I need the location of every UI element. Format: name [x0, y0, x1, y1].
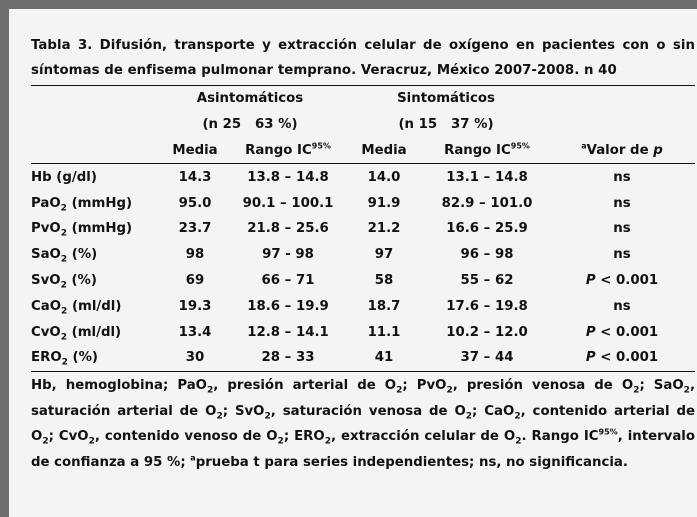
cell-rango-sintomaticos: 13.1 – 14.8 [446, 169, 528, 185]
cell-media-sintomaticos: 21.2 [367, 221, 401, 237]
cell-media-sintomaticos: 58 [374, 272, 394, 288]
cell-rango-asintomaticos: 66 – 71 [261, 272, 315, 288]
table-row: SvO2 (%) 69 66 – 71 58 55 – 62 P < 0.001 [31, 268, 695, 294]
group-asintomaticos: Asintomáticos [157, 84, 343, 112]
cell-media-sintomaticos: 97 [374, 247, 394, 263]
cell-rango-asintomaticos: 97 - 98 [262, 247, 314, 263]
cell-p-value: ns [613, 195, 631, 211]
cell-p-value: ns [613, 221, 631, 237]
row-label: ERO2 (%) [31, 344, 157, 372]
table-caption: Tabla 3. Difusión, transporte y extracci… [31, 38, 695, 78]
cell-rango-sintomaticos: 17.6 – 19.8 [446, 298, 528, 314]
cell-rango-asintomaticos: 12.8 – 14.1 [247, 324, 329, 340]
column-header-row: Media Rango IC95% Media Rango IC95% aVal… [31, 137, 695, 165]
table-row: CvO2 (ml/dl) 13.4 12.8 – 14.1 11.1 10.2 – 12… [31, 319, 695, 345]
table-row: PaO2 (mmHg) 95.0 90.1 – 100.1 91.9 82.9 – 10… [31, 190, 695, 216]
cell-media-asintomaticos: 95.0 [178, 195, 212, 211]
cell-media-sintomaticos: 91.9 [367, 195, 401, 211]
col-p-value: aValor de p [549, 137, 695, 165]
table-row: PvO2 (mmHg) 23.7 21.8 – 25.6 21.2 16.6 – 25.… [31, 216, 695, 242]
group-asintomaticos-count: (n 25 63 %) [202, 117, 298, 133]
row-label: PvO2 (mmHg) [31, 221, 133, 240]
col-rango-2: Rango IC95% [425, 137, 549, 165]
cell-rango-sintomaticos: 16.6 – 25.9 [446, 221, 528, 237]
cell-p-value: P < 0.001 [585, 324, 659, 340]
data-table: Asintomáticos Sintomáticos (n 25 63 %) (… [31, 84, 695, 372]
group-sintomaticos-count: (n 15 37 %) [398, 117, 494, 133]
cell-rango-asintomaticos: 28 – 33 [233, 344, 343, 372]
cell-media-asintomaticos: 69 [185, 272, 205, 288]
cell-p-value: ns [613, 298, 631, 314]
table-row: SaO2 (%) 98 97 - 98 97 96 – 98 ns [31, 242, 695, 268]
group-sintomaticos: Sintomáticos [343, 84, 549, 112]
table-footnote: Hb, hemoglobina; PaO2, presión arterial … [31, 377, 696, 471]
group-count-row: (n 25 63 %) (n 15 37 %) [31, 112, 695, 138]
row-label: SvO2 (%) [31, 272, 97, 291]
col-media-1: Media [157, 137, 233, 165]
cell-media-sintomaticos: 11.1 [367, 324, 401, 340]
table-row: CaO2 (ml/dl) 19.3 18.6 – 19.9 18.7 17.6 – 19… [31, 293, 695, 319]
row-label: PaO2 (mmHg) [31, 195, 133, 214]
cell-media-sintomaticos: 41 [343, 344, 425, 372]
cell-rango-sintomaticos: 82.9 – 101.0 [441, 195, 533, 211]
cell-media-asintomaticos: 30 [157, 344, 233, 372]
cell-media-asintomaticos: 23.7 [178, 221, 212, 237]
cell-rango-asintomaticos: 90.1 – 100.1 [242, 195, 334, 211]
table-row: ERO2 (%) 30 28 – 33 41 37 – 44 P < 0.001 [31, 344, 695, 372]
row-label: CvO2 (ml/dl) [31, 324, 122, 343]
cell-rango-sintomaticos: 55 – 62 [460, 272, 514, 288]
table-body: Hb (g/dl) 14.3 13.8 – 14.8 14.0 13.1 – 14.8 n… [31, 164, 695, 372]
row-label: CaO2 (ml/dl) [31, 298, 122, 317]
cell-rango-sintomaticos: 37 – 44 [425, 344, 549, 372]
cell-p-value: P < 0.001 [585, 272, 659, 288]
cell-media-asintomaticos: 98 [185, 247, 205, 263]
cell-media-asintomaticos: 14.3 [178, 169, 212, 185]
cell-rango-asintomaticos: 18.6 – 19.9 [247, 298, 329, 314]
cell-p-value: ns [613, 247, 631, 263]
cell-media-sintomaticos: 14.0 [367, 169, 401, 185]
row-label: Hb (g/dl) [31, 169, 97, 185]
row-label: SaO2 (%) [31, 247, 98, 265]
table-row: Hb (g/dl) 14.3 13.8 – 14.8 14.0 13.1 – 14.8 n… [31, 164, 695, 190]
col-media-2: Media [343, 137, 425, 165]
col-rango-1: Rango IC95% [233, 137, 343, 165]
group-header-row: Asintomáticos Sintomáticos [31, 84, 695, 112]
cell-rango-asintomaticos: 13.8 – 14.8 [247, 169, 329, 185]
cell-p-value: P < 0.001 [549, 344, 695, 372]
cell-rango-sintomaticos: 10.2 – 12.0 [446, 324, 528, 340]
cell-rango-sintomaticos: 96 – 98 [460, 247, 514, 263]
cell-media-sintomaticos: 18.7 [367, 298, 401, 314]
cell-media-asintomaticos: 19.3 [178, 298, 212, 314]
cell-rango-asintomaticos: 21.8 – 25.6 [247, 221, 329, 237]
table-container: Tabla 3. Difusión, transporte y extracci… [31, 33, 695, 476]
cell-media-asintomaticos: 13.4 [178, 324, 212, 340]
cell-p-value: ns [613, 169, 631, 185]
